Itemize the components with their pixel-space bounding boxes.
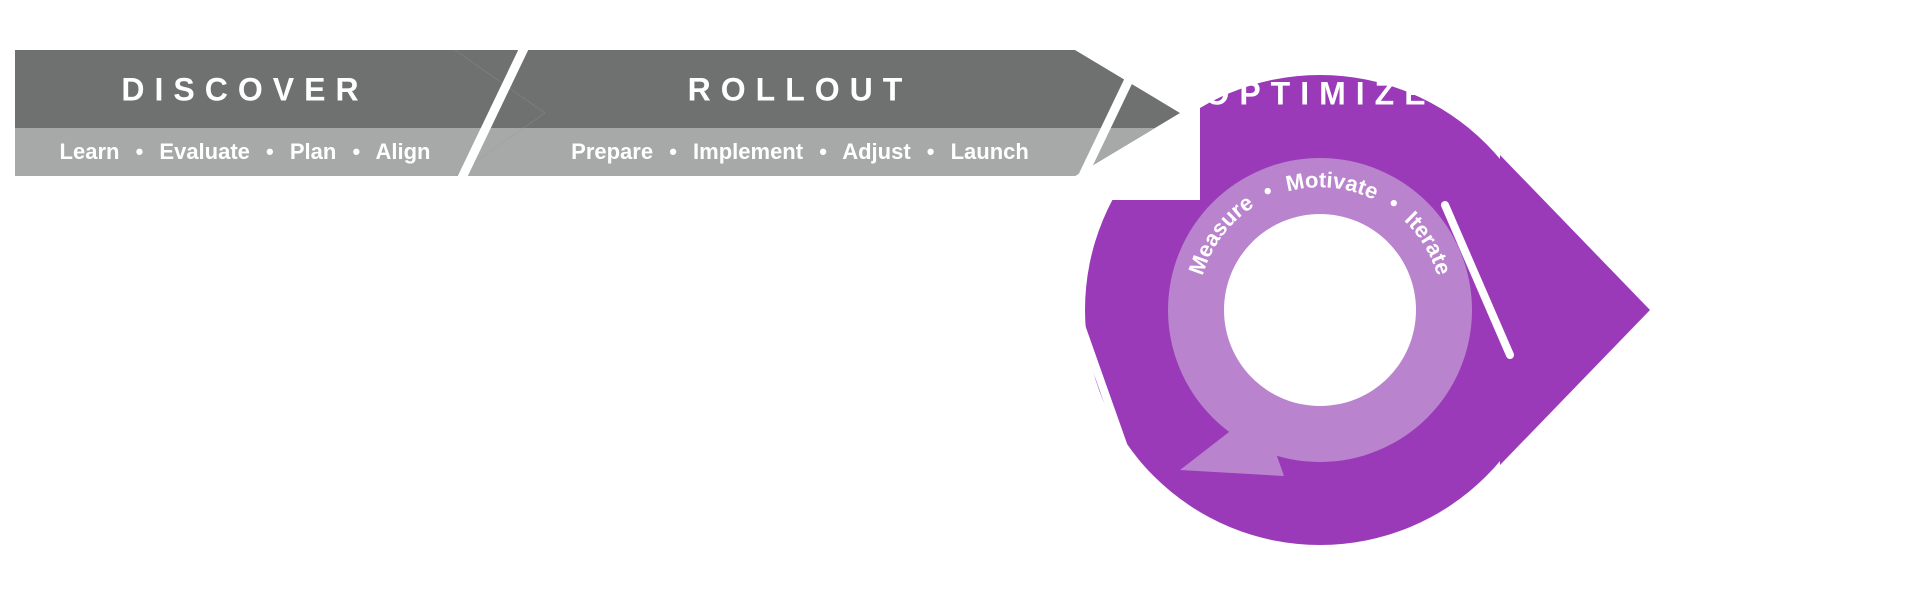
discover-title: DISCOVER: [121, 71, 368, 107]
diagram-svg: DISCOVER Learn • Evaluate • Plan • Align…: [0, 0, 1930, 607]
rollout-steps: Prepare • Implement • Adjust • Launch: [571, 139, 1029, 164]
optimize-title: OPTIMIZE: [1204, 75, 1435, 111]
discover-steps: Learn • Evaluate • Plan • Align: [60, 139, 431, 164]
process-diagram: { "canvas": { "width": 1930, "height": 6…: [0, 0, 1930, 607]
rollout-title: ROLLOUT: [688, 71, 913, 107]
